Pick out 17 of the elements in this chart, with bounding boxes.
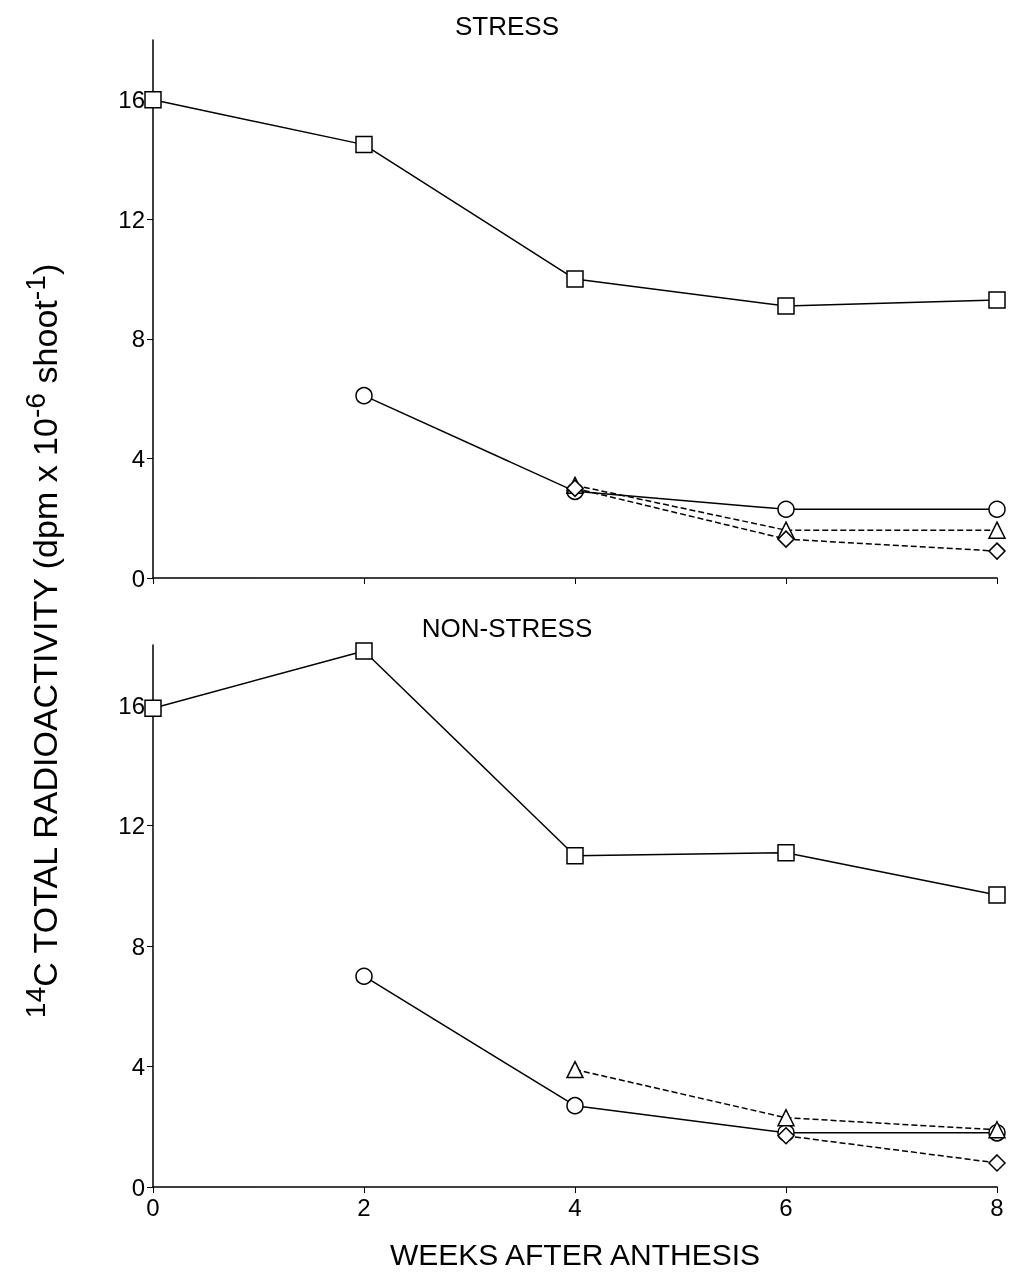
- y-tick-label: 12: [118, 205, 145, 233]
- x-tick-label: 2: [357, 1193, 371, 1221]
- x-tick-label: 4: [568, 1193, 582, 1221]
- y-tick-label: 4: [131, 1053, 145, 1081]
- y-tick-label: 0: [131, 564, 145, 592]
- y-tick-label: 0: [131, 1173, 145, 1201]
- y-tick-label: 4: [131, 444, 145, 472]
- chart-title: STRESS: [454, 11, 560, 41]
- chart-title: NON-STRESS: [421, 613, 593, 643]
- y-tick-label: 8: [131, 325, 145, 353]
- x-axis-title: WEEKS AFTER ANTHESIS: [389, 1237, 761, 1271]
- y-tick-label: 12: [118, 812, 145, 840]
- y-tick-label: 16: [118, 86, 145, 114]
- y-tick-label: 16: [118, 691, 145, 719]
- x-tick-label: 6: [779, 1193, 793, 1221]
- x-tick-label: 8: [990, 1193, 1004, 1221]
- y-tick-label: 8: [131, 932, 145, 960]
